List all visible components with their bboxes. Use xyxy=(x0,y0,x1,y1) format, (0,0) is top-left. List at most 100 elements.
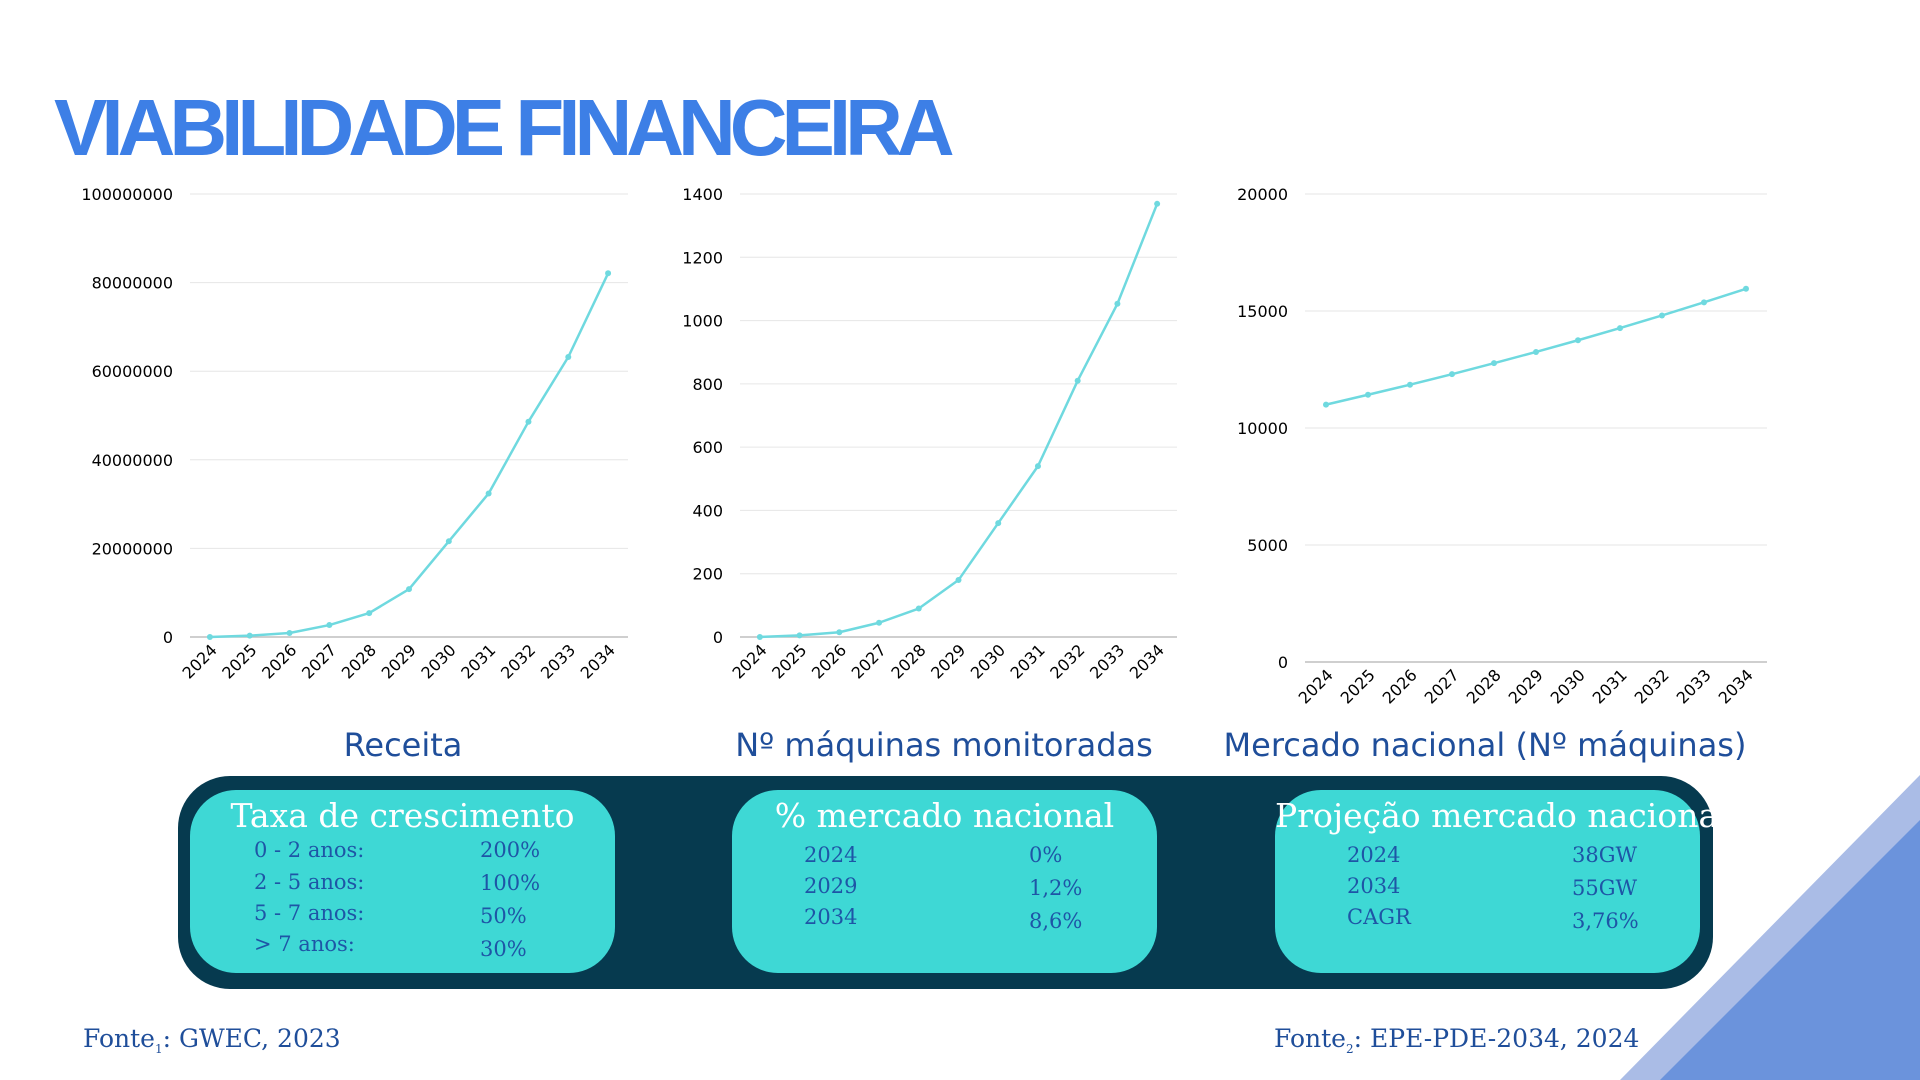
source-index: 1 xyxy=(154,1042,163,1056)
data-point xyxy=(366,610,373,617)
data-point xyxy=(1449,371,1455,378)
data-point xyxy=(1323,401,1329,408)
page-title: VIABILIDADE FINANCEIRA xyxy=(54,83,955,172)
y-tick-label: 400 xyxy=(692,501,723,520)
y-tick-label: 1400 xyxy=(682,185,723,204)
data-point xyxy=(286,630,293,637)
data-point xyxy=(955,577,962,584)
source-left: Fonte1: GWEC, 2023 xyxy=(83,1024,341,1056)
data-point xyxy=(995,520,1002,527)
y-tick-label: 5000 xyxy=(1247,536,1288,555)
card-row-value: 30% xyxy=(480,937,527,961)
x-tick-label: 2031 xyxy=(1589,665,1631,707)
data-point xyxy=(1074,377,1081,384)
y-tick-label: 600 xyxy=(692,438,723,457)
y-tick-label: 100000000 xyxy=(81,185,173,204)
corner-triangle-dark xyxy=(1660,820,1920,1080)
card-projecao-mercado: Projeção mercado nacional 2024 38GW 2034… xyxy=(1275,790,1729,973)
source-prefix: Fonte xyxy=(1274,1024,1346,1053)
card-row-label: 2024 xyxy=(1347,843,1401,867)
card-title: % mercado nacional xyxy=(774,796,1115,835)
data-point xyxy=(876,619,883,626)
data-point xyxy=(1617,325,1623,332)
data-point xyxy=(1575,337,1581,344)
card-row-value: 55GW xyxy=(1572,876,1638,900)
card-row-value: 50% xyxy=(480,904,527,928)
data-point xyxy=(1365,391,1371,398)
card-row-value: 38GW xyxy=(1572,843,1638,867)
data-point xyxy=(326,622,333,629)
card-row-label: 2024 xyxy=(804,843,858,867)
source-prefix: Fonte xyxy=(83,1024,155,1053)
y-tick-label: 20000 xyxy=(1237,185,1288,204)
data-point xyxy=(756,634,763,640)
chart-caption-receita: Receita xyxy=(343,726,463,764)
y-tick-label: 1000 xyxy=(682,312,723,331)
data-point xyxy=(485,490,492,497)
x-tick-label: 2034 xyxy=(1715,665,1757,707)
x-tick-label: 2033 xyxy=(1673,665,1715,707)
y-tick-label: 40000000 xyxy=(92,451,173,470)
y-tick-label: 0 xyxy=(1278,653,1288,672)
x-tick-label: 2025 xyxy=(1337,665,1379,707)
data-point xyxy=(1743,285,1749,292)
data-point xyxy=(1491,360,1497,367)
source-right: Fonte2: EPE-PDE-2034, 2024 xyxy=(1274,1024,1639,1056)
card-mercado-nacional: % mercado nacional 2024 0% 2029 1,2% 203… xyxy=(732,790,1157,973)
card-row-label: CAGR xyxy=(1347,905,1411,929)
series-line xyxy=(1325,287,1747,406)
card-row-label: 2034 xyxy=(1347,874,1401,898)
y-tick-label: 20000000 xyxy=(92,539,173,558)
chart-caption-maquinas-monitoradas: Nº máquinas monitoradas xyxy=(735,726,1153,764)
y-tick-label: 10000 xyxy=(1237,419,1288,438)
data-point xyxy=(1034,463,1041,470)
source-text: : GWEC, 2023 xyxy=(162,1024,341,1053)
y-tick-label: 60000000 xyxy=(92,362,173,381)
card-title: Taxa de crescimento xyxy=(230,796,575,835)
data-point xyxy=(605,270,612,277)
x-tick-label: 2027 xyxy=(1421,665,1463,707)
data-point xyxy=(1407,381,1413,388)
card-title: Projeção mercado nacional xyxy=(1275,796,1729,835)
y-tick-label: 1200 xyxy=(682,248,723,267)
data-point xyxy=(1533,348,1539,355)
card-taxa-crescimento: Taxa de crescimento 0 - 2 anos: 200% 2 -… xyxy=(190,790,615,973)
x-tick-label: 2024 xyxy=(1295,665,1337,707)
data-point xyxy=(796,632,803,639)
card-row-label: > 7 anos: xyxy=(254,932,355,956)
x-tick-label: 2026 xyxy=(1379,665,1421,707)
data-point xyxy=(246,632,253,639)
data-point xyxy=(1154,200,1161,207)
card-row-value: 0% xyxy=(1029,843,1063,867)
card-row-value: 1,2% xyxy=(1029,876,1083,900)
data-point xyxy=(915,605,922,612)
y-tick-label: 15000 xyxy=(1237,302,1288,321)
data-point xyxy=(836,629,843,636)
y-tick-label: 0 xyxy=(713,628,723,647)
y-tick-label: 0 xyxy=(163,628,173,647)
data-point xyxy=(406,586,412,593)
data-point xyxy=(445,538,452,545)
card-row-value: 3,76% xyxy=(1572,909,1639,933)
corner-decoration xyxy=(1620,775,1920,1080)
card-row-label: 2034 xyxy=(804,905,858,929)
x-tick-label: 2030 xyxy=(1547,665,1589,707)
card-row-label: 2029 xyxy=(804,874,858,898)
card-row-label: 5 - 7 anos: xyxy=(254,901,365,925)
card-row-value: 100% xyxy=(480,871,541,895)
x-tick-label: 2028 xyxy=(1463,665,1505,707)
data-point xyxy=(565,354,572,361)
data-point xyxy=(525,418,532,425)
y-tick-label: 200 xyxy=(692,565,723,584)
data-point xyxy=(206,634,213,640)
data-point xyxy=(1701,299,1707,306)
source-index: 2 xyxy=(1345,1042,1354,1056)
y-tick-label: 800 xyxy=(692,375,723,394)
source-text: : EPE-PDE-2034, 2024 xyxy=(1353,1024,1640,1053)
y-tick-label: 80000000 xyxy=(92,274,173,293)
chart-caption-mercado-nacional: Mercado nacional (Nº máquinas) xyxy=(1223,726,1747,764)
data-point xyxy=(1114,300,1121,307)
card-row-value: 200% xyxy=(480,838,541,862)
